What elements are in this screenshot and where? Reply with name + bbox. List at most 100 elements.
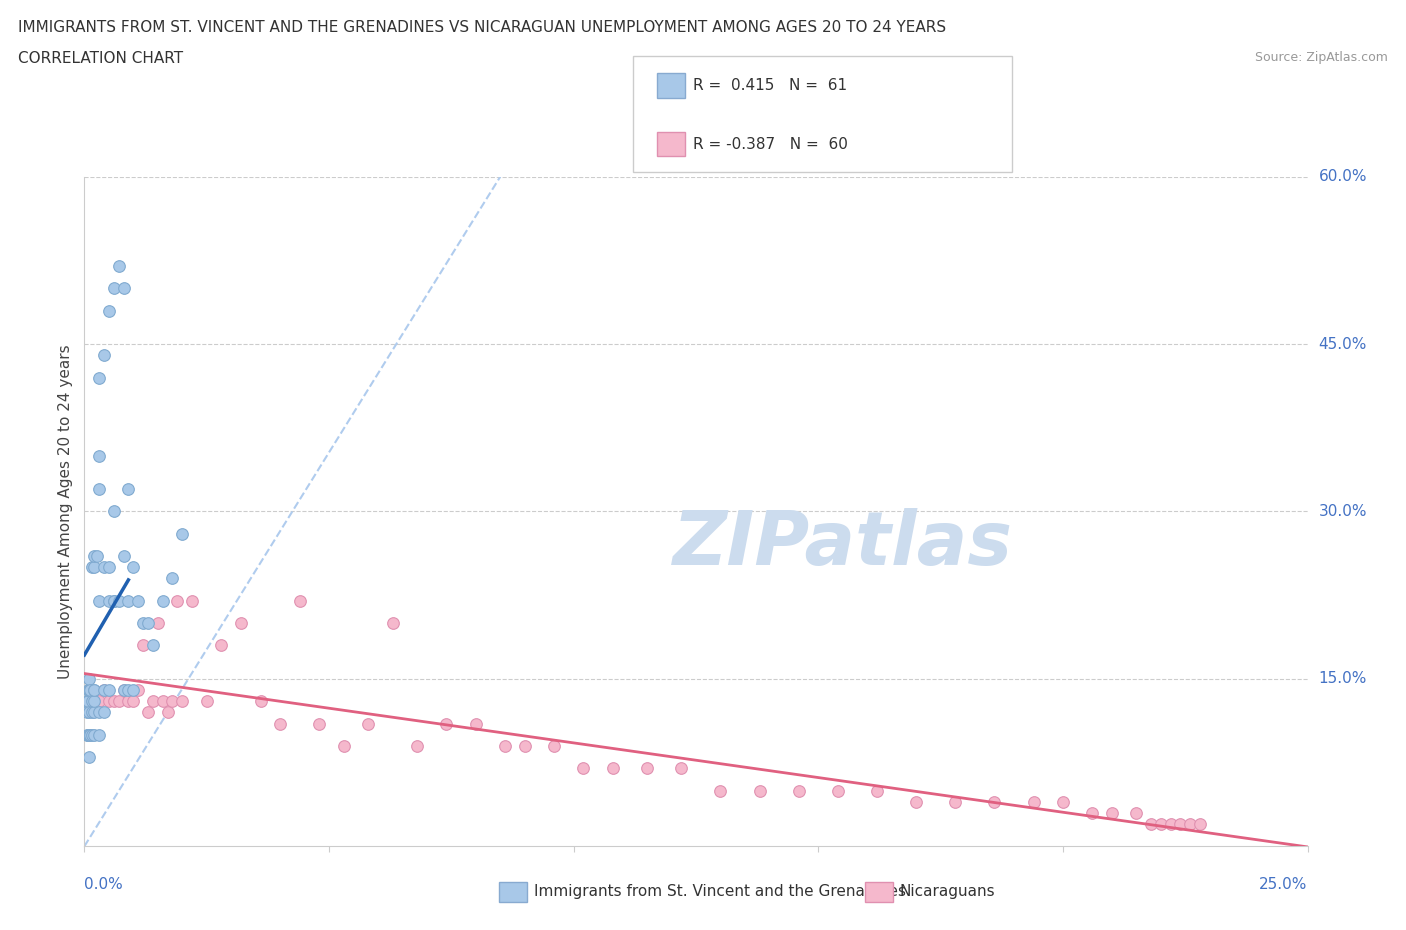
Point xyxy=(86,549,108,564)
Point xyxy=(87,593,110,608)
Point xyxy=(103,593,125,608)
Point xyxy=(93,705,115,720)
Point xyxy=(132,638,155,653)
Point xyxy=(79,727,101,742)
Point xyxy=(142,638,165,653)
Point xyxy=(83,549,105,564)
Point xyxy=(77,683,100,698)
Point xyxy=(308,716,330,731)
Point xyxy=(107,694,129,709)
Point xyxy=(87,694,110,709)
Point xyxy=(103,504,125,519)
Point xyxy=(97,694,120,709)
Point xyxy=(1101,805,1123,820)
Point xyxy=(112,281,135,296)
Point xyxy=(1188,817,1211,831)
Point xyxy=(983,794,1005,809)
Text: Source: ZipAtlas.com: Source: ZipAtlas.com xyxy=(1254,51,1388,64)
Point xyxy=(249,694,271,709)
Point xyxy=(195,694,218,709)
Point xyxy=(76,705,98,720)
Point xyxy=(77,705,100,720)
Point xyxy=(146,616,169,631)
Point xyxy=(671,761,693,776)
Point xyxy=(122,694,145,709)
Point xyxy=(97,683,120,698)
Point xyxy=(464,716,486,731)
Text: Nicaraguans: Nicaraguans xyxy=(900,884,995,899)
Point xyxy=(181,593,204,608)
Text: 25.0%: 25.0% xyxy=(1260,877,1308,892)
Point xyxy=(83,705,105,720)
Point xyxy=(112,683,135,698)
Point xyxy=(112,683,135,698)
Point xyxy=(87,370,110,385)
Point xyxy=(77,694,100,709)
Point xyxy=(1125,805,1147,820)
Point xyxy=(83,683,105,698)
Point xyxy=(572,761,595,776)
Point xyxy=(357,716,380,731)
Point xyxy=(494,738,516,753)
Point xyxy=(97,303,120,318)
Point xyxy=(77,727,100,742)
Point xyxy=(1081,805,1104,820)
Point xyxy=(166,593,188,608)
Point xyxy=(136,705,159,720)
Point xyxy=(83,683,105,698)
Point xyxy=(866,783,889,798)
Point xyxy=(87,448,110,463)
Point xyxy=(127,593,149,608)
Text: CORRELATION CHART: CORRELATION CHART xyxy=(18,51,183,66)
Point xyxy=(79,683,101,698)
Point xyxy=(112,549,135,564)
Point xyxy=(80,694,103,709)
Point xyxy=(827,783,849,798)
Point xyxy=(709,783,731,798)
Point xyxy=(543,738,565,753)
Point xyxy=(117,482,139,497)
Point xyxy=(122,560,145,575)
Point xyxy=(787,783,810,798)
Point xyxy=(1170,817,1192,831)
Point xyxy=(77,750,100,764)
Point xyxy=(748,783,770,798)
Point xyxy=(152,593,174,608)
Point xyxy=(80,727,103,742)
Text: R =  0.415   N =  61: R = 0.415 N = 61 xyxy=(693,78,848,93)
Text: R = -0.387   N =  60: R = -0.387 N = 60 xyxy=(693,137,848,152)
Text: IMMIGRANTS FROM ST. VINCENT AND THE GRENADINES VS NICARAGUAN UNEMPLOYMENT AMONG : IMMIGRANTS FROM ST. VINCENT AND THE GREN… xyxy=(18,20,946,35)
Point xyxy=(636,761,658,776)
Point xyxy=(269,716,291,731)
Point xyxy=(83,727,105,742)
Point xyxy=(93,683,115,698)
Point xyxy=(156,705,179,720)
Text: Immigrants from St. Vincent and the Grenadines: Immigrants from St. Vincent and the Gren… xyxy=(534,884,907,899)
Text: ZIPatlas: ZIPatlas xyxy=(672,509,1012,581)
Point xyxy=(77,694,100,709)
Point xyxy=(1052,794,1074,809)
Point xyxy=(229,616,252,631)
Text: 45.0%: 45.0% xyxy=(1319,337,1367,352)
Point xyxy=(80,705,103,720)
Point xyxy=(172,526,194,541)
Point xyxy=(76,727,98,742)
Point xyxy=(83,694,105,709)
Point xyxy=(76,694,98,709)
Text: 15.0%: 15.0% xyxy=(1319,671,1367,686)
Point xyxy=(103,593,125,608)
Point xyxy=(381,616,404,631)
Point xyxy=(209,638,232,653)
Point xyxy=(93,560,115,575)
Point xyxy=(97,593,120,608)
Point xyxy=(1140,817,1163,831)
Point xyxy=(905,794,928,809)
Point xyxy=(1022,794,1045,809)
Point xyxy=(76,727,98,742)
Point xyxy=(83,694,105,709)
Point xyxy=(172,694,194,709)
Point xyxy=(162,571,184,586)
Point xyxy=(142,694,165,709)
Point xyxy=(97,560,120,575)
Point xyxy=(93,348,115,363)
